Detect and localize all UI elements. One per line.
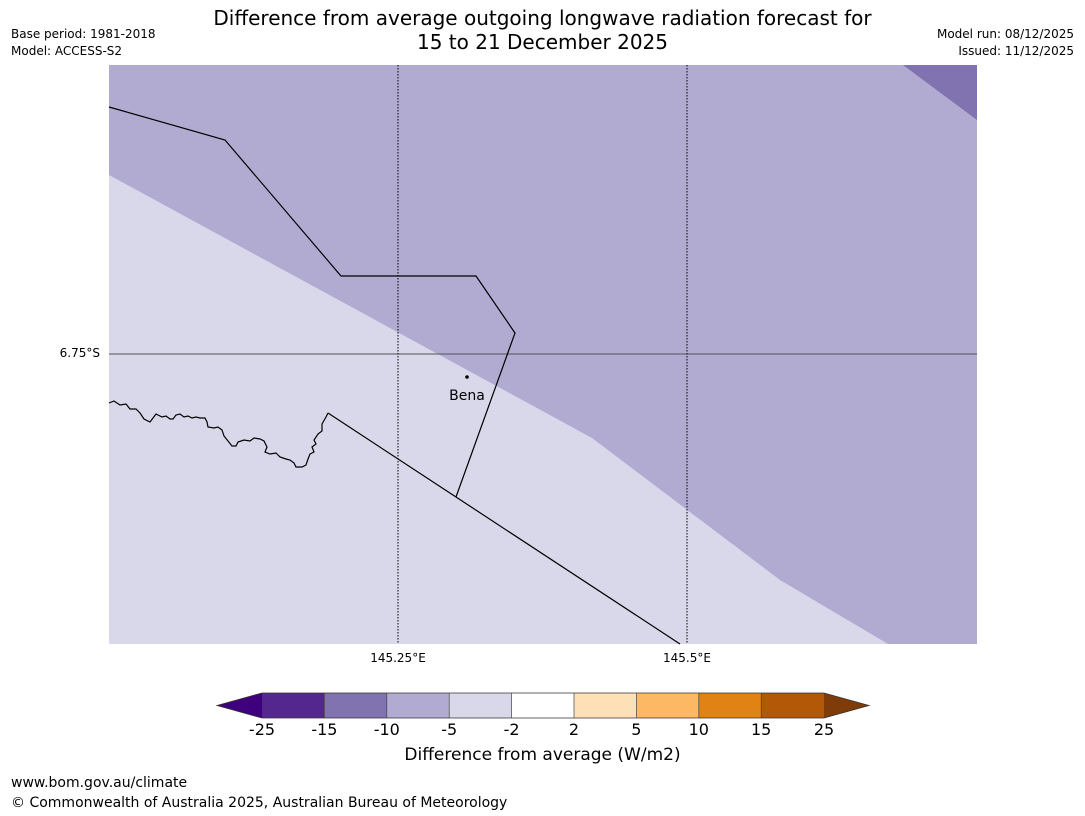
town-marker <box>465 375 469 379</box>
colorbar-tick: -10 <box>373 720 400 739</box>
colorbar-tick: 10 <box>688 720 709 739</box>
province-boundary <box>108 106 516 498</box>
colorbar-tick: -2 <box>503 720 520 739</box>
colorbar-segment-5-to-10 <box>636 693 699 718</box>
base-period: Base period: 1981-2018 <box>11 27 156 41</box>
colorbar-tick: 25 <box>813 720 835 739</box>
province-boundary-south <box>327 412 681 645</box>
colorbar-tick: 15 <box>751 720 772 739</box>
colorbar-segment-10-to-15 <box>698 693 762 718</box>
coastline <box>108 400 329 468</box>
longitude-label-145-5: 145.5°E <box>663 651 711 665</box>
model-name: Model: ACCESS-S2 <box>11 44 123 58</box>
band-minus2-to-minus5 <box>109 175 888 644</box>
colorbar-segment-minus5-to-minus2 <box>449 693 512 718</box>
footer-copyright: © Commonwealth of Australia 2025, Austra… <box>11 795 508 811</box>
longitude-label-145-25: 145.25°E <box>370 651 426 665</box>
colorbar-segment-minus15-to-minus10 <box>324 693 387 718</box>
colorbar-tick: 2 <box>568 720 580 739</box>
colorbar-segment-2-to-5 <box>574 693 637 718</box>
colorbar-tick: 5 <box>631 720 642 739</box>
title-line-1: Difference from average outgoing longwav… <box>213 6 872 30</box>
colorbar-extend-high <box>824 693 869 718</box>
colorbar-tick: -25 <box>248 720 276 739</box>
colorbar-ticks: -25 -15 -10 -5 -2 2 5 10 15 25 <box>0 720 1085 740</box>
meta-left: Base period: 1981-2018 Model: ACCESS-S2 <box>11 26 156 60</box>
colorbar-segment-minus2-to-2 <box>511 693 574 718</box>
footer-url: www.bom.gov.au/climate <box>11 775 188 791</box>
colorbar-dividers <box>324 693 762 718</box>
colorbar <box>215 692 871 719</box>
colorbar-segment-minus25-to-minus15 <box>262 693 325 718</box>
issued-date: Issued: 11/12/2025 <box>958 44 1074 58</box>
colorbar-extend-low <box>217 693 262 718</box>
band-minus10-to-minus15 <box>903 65 977 120</box>
model-run: Model run: 08/12/2025 <box>936 27 1074 41</box>
latitude-label: 6.75°S <box>59 346 100 360</box>
colorbar-outline <box>215 692 871 719</box>
meta-right: Model run: 08/12/2025 Issued: 11/12/2025 <box>937 26 1074 60</box>
colorbar-segment-minus10-to-minus5 <box>386 693 450 718</box>
town-label: Bena <box>449 388 485 404</box>
colorbar-title: Difference from average (W/m2) <box>404 745 681 765</box>
colorbar-segment-15-to-25 <box>761 693 824 718</box>
map-title: Difference from average outgoing longwav… <box>0 6 1085 54</box>
title-line-2: 15 to 21 December 2025 <box>416 30 668 54</box>
colorbar-tick: -15 <box>311 720 338 739</box>
colorbar-tick: -5 <box>441 720 458 739</box>
map-area <box>108 65 977 645</box>
